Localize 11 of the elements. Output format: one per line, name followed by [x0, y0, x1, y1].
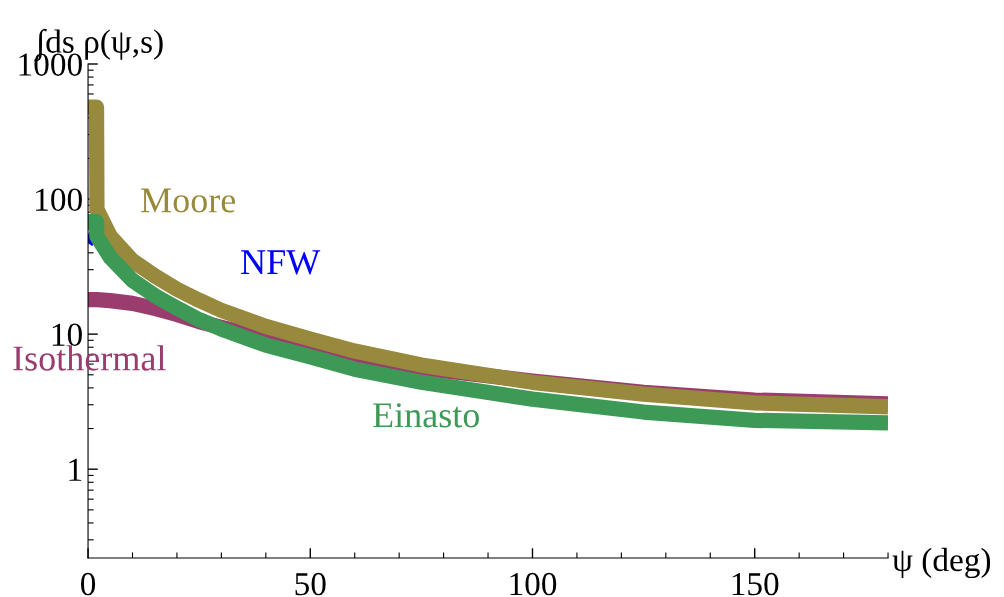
- x-tick-label: 100: [510, 572, 557, 596]
- series-label: Einasto: [373, 403, 479, 428]
- y-tick-label: 100: [36, 188, 82, 211]
- y-tick-label: 1: [69, 458, 82, 481]
- series-label: Moore: [141, 188, 236, 213]
- x-tick-label: 50: [295, 572, 326, 596]
- x-tick-label: 0: [80, 572, 96, 596]
- y-tick-label: 10: [52, 323, 82, 347]
- text: NFW: [241, 250, 321, 275]
- x-axis-title: ψ (deg): [892, 547, 991, 579]
- x-tick-label: 150: [732, 572, 779, 596]
